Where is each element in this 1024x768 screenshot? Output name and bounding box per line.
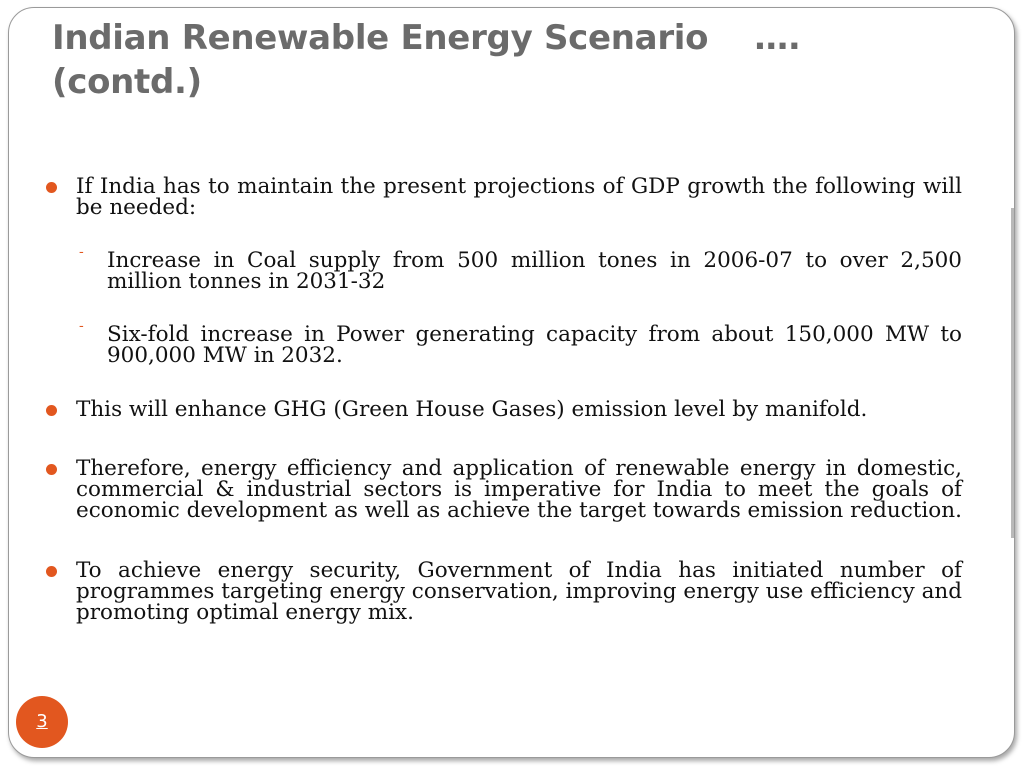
page-number[interactable]: 3	[36, 711, 48, 732]
slide-title-suffix: (contd.)	[52, 62, 202, 102]
slide-body: If India has to maintain the present pro…	[46, 166, 962, 625]
bullet-energy-security: To achieve energy security, Government o…	[46, 558, 962, 625]
right-edge-accent	[1011, 208, 1014, 538]
bullet-energy-efficiency: Therefore, energy efficiency and applica…	[46, 456, 962, 523]
sub-bullet-coal-supply: Increase in Coal supply from 500 million…	[79, 242, 962, 292]
bullet-gdp-growth: If India has to maintain the present pro…	[46, 174, 962, 220]
slide-title-main: Indian Renewable Energy Scenario	[52, 18, 709, 58]
page-number-badge[interactable]: 3	[16, 696, 68, 748]
slide-title: Indian Renewable Energy Scenario …. (contd…	[52, 16, 852, 104]
bullet-ghg-emission: This will enhance GHG (Green House Gases…	[46, 399, 962, 420]
sub-bullet-power-capacity: Six-fold increase in Power generating ca…	[79, 316, 962, 366]
slide-title-dots: ….	[754, 18, 801, 58]
slide-frame	[8, 7, 1015, 758]
